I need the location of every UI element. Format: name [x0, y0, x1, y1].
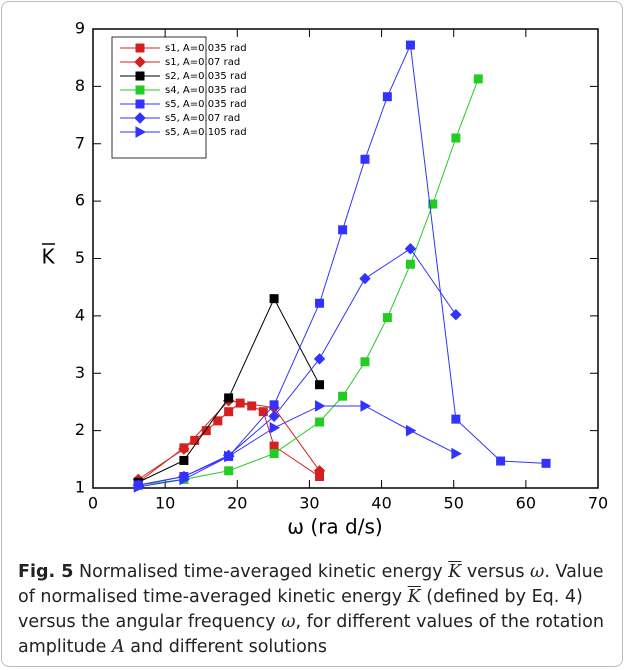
marker [405, 40, 415, 50]
caption-text: . Value of normalised time-averaged kine… [18, 562, 604, 607]
marker [382, 313, 392, 323]
marker [224, 393, 234, 403]
legend-label: s1, A=0.035 rad [165, 43, 247, 54]
y-tick-label: 4 [75, 305, 85, 324]
caption-symbol: A [112, 637, 125, 657]
marker [201, 426, 211, 436]
y-tick-label: 2 [75, 420, 85, 439]
x-tick-label: 60 [516, 494, 536, 513]
marker [134, 56, 146, 68]
marker [133, 481, 145, 493]
legend-label: s5, A=0.07 rad [165, 113, 240, 124]
marker [451, 133, 461, 143]
marker [541, 458, 551, 468]
marker [269, 449, 279, 459]
marker [224, 407, 234, 417]
legend-label: s1, A=0.07 rad [165, 57, 240, 68]
marker [178, 443, 190, 455]
caption-symbol: K [448, 562, 462, 582]
series-line [138, 78, 479, 486]
marker [224, 466, 234, 476]
marker [269, 294, 279, 304]
caption-symbol: ω [281, 612, 296, 632]
chart: K ω (ra d/s) 1 2 3 4 5 6 7 8 9 0 10 20 30 40 50 60 70 s1,… [41, 19, 608, 539]
marker [247, 401, 257, 411]
y-tick-label: 7 [75, 133, 85, 152]
caption-text: (defined by Eq. 4) versus the angular fr… [18, 587, 583, 632]
marker [315, 417, 325, 427]
marker [360, 400, 372, 412]
marker [473, 74, 483, 84]
marker [313, 465, 326, 477]
marker [405, 424, 417, 437]
marker [338, 391, 348, 401]
caption-text: versus [461, 562, 531, 582]
marker [179, 473, 190, 486]
y-tick-label: 5 [75, 248, 85, 267]
marker [359, 272, 371, 285]
series-line [138, 248, 457, 486]
x-tick-label: 50 [444, 494, 464, 513]
y-tick-label: 6 [75, 191, 85, 210]
x-axis-label: ω (ra d/s) [287, 515, 382, 539]
marker [313, 353, 326, 365]
x-tick-label: 30 [299, 494, 319, 513]
x-tick-label: 70 [588, 494, 608, 513]
marker [315, 400, 326, 412]
marker [224, 450, 235, 463]
marker [338, 225, 348, 235]
marker [134, 112, 146, 124]
marker [404, 243, 417, 255]
caption-text: Normalised time-averaged kinetic energy [78, 562, 449, 582]
marker [360, 154, 370, 164]
marker [269, 441, 279, 451]
x-tick-label: 40 [371, 494, 391, 513]
legend-label: s4, A=0.035 rad [165, 85, 247, 96]
legend-box [111, 36, 207, 159]
series-line [138, 405, 457, 488]
caption-text: and different solutions [124, 637, 327, 657]
marker [451, 447, 462, 460]
marker [360, 357, 370, 367]
marker [213, 416, 223, 426]
marker [135, 99, 145, 109]
marker [315, 380, 325, 390]
marker [382, 92, 392, 102]
marker [135, 85, 145, 95]
caption-symbol: ω [530, 562, 545, 582]
marker [496, 456, 506, 466]
marker [405, 259, 415, 269]
y-tick-label: 1 [75, 478, 85, 497]
y-tick-label: 3 [75, 363, 85, 382]
x-tick-label: 10 [155, 494, 175, 513]
y-axis-label: K [41, 245, 55, 269]
marker [451, 414, 461, 424]
marker [269, 421, 281, 434]
y-tick-label: 8 [75, 76, 85, 95]
caption-label: Fig. 5 [18, 562, 74, 582]
y-tick-label: 9 [75, 19, 85, 38]
legend-label: s5, A=0.035 rad [165, 99, 247, 110]
marker [428, 199, 438, 209]
marker [315, 298, 325, 308]
legend-label: s2, A=0.035 rad [165, 71, 247, 82]
caption: Fig. 5 Normalised time-averaged kinetic … [18, 560, 614, 660]
marker [135, 43, 145, 53]
caption-symbol: K [407, 587, 421, 607]
legend-label: s5, A=0.105 rad [165, 127, 247, 138]
marker [135, 126, 147, 138]
marker [269, 400, 279, 410]
x-tick-label: 20 [227, 494, 247, 513]
marker [135, 71, 145, 81]
caption-text: , for different values of the rotation a… [18, 612, 604, 657]
marker [179, 455, 189, 465]
marker [268, 410, 280, 422]
x-tick-label: 0 [88, 494, 98, 513]
marker [450, 309, 462, 321]
marker [258, 407, 268, 417]
